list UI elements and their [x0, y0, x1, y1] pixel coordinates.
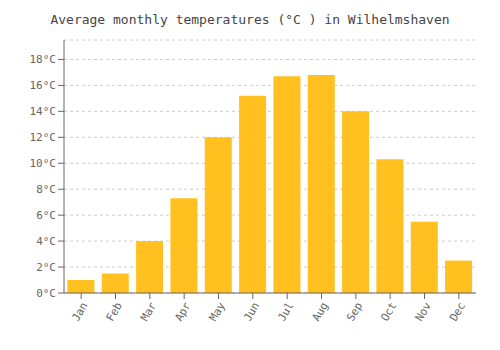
- svg-text:Sep: Sep: [344, 300, 365, 324]
- svg-text:Mar: Mar: [138, 300, 159, 324]
- svg-text:Apr: Apr: [172, 300, 193, 324]
- svg-text:Feb: Feb: [104, 300, 125, 324]
- svg-text:4°C: 4°C: [36, 235, 56, 248]
- svg-text:0°C: 0°C: [36, 287, 56, 300]
- svg-text:2°C: 2°C: [36, 261, 56, 274]
- svg-text:10°C: 10°C: [30, 157, 57, 170]
- svg-text:Oct: Oct: [378, 300, 399, 324]
- svg-text:May: May: [207, 300, 228, 324]
- svg-text:14°C: 14°C: [30, 105, 57, 118]
- svg-text:Dec: Dec: [447, 300, 468, 324]
- svg-text:16°C: 16°C: [30, 79, 57, 92]
- svg-text:Jun: Jun: [241, 300, 262, 324]
- svg-text:Nov: Nov: [413, 300, 434, 324]
- svg-text:Aug: Aug: [310, 300, 331, 324]
- svg-text:8°C: 8°C: [36, 183, 56, 196]
- svg-text:6°C: 6°C: [36, 209, 56, 222]
- svg-text:12°C: 12°C: [30, 131, 57, 144]
- html-text:Average monthly temperatures (: Average monthly temperatures (°C ) in Wi…: [50, 12, 450, 27]
- svg-text:Jan: Jan: [69, 300, 90, 324]
- svg-text:18°C: 18°C: [30, 53, 57, 66]
- svg-text:Jul: Jul: [275, 300, 296, 324]
